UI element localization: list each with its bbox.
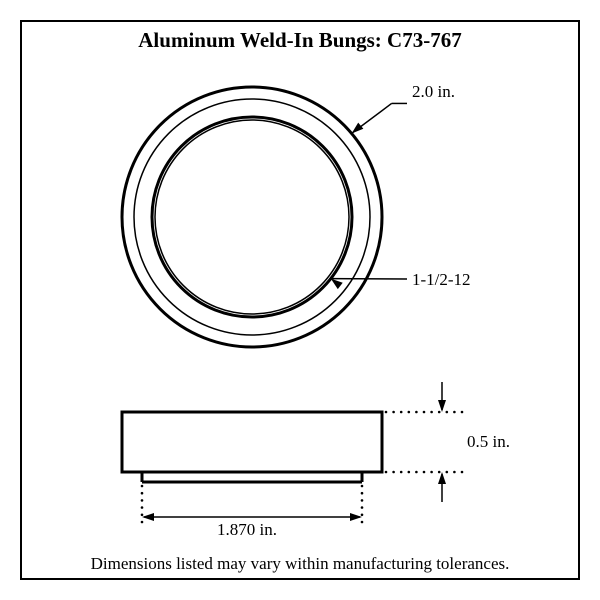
drawing-footer: Dimensions listed may vary within manufa… [22,554,578,574]
label-thread: 1-1/2-12 [412,270,471,290]
drawing-svg [22,22,582,582]
label-height: 0.5 in. [467,432,510,452]
drawing-frame: Aluminum Weld-In Bungs: C73-767 2.0 in. … [20,20,580,580]
label-outer-dia: 2.0 in. [412,82,455,102]
label-step-dia: 1.870 in. [217,520,277,540]
